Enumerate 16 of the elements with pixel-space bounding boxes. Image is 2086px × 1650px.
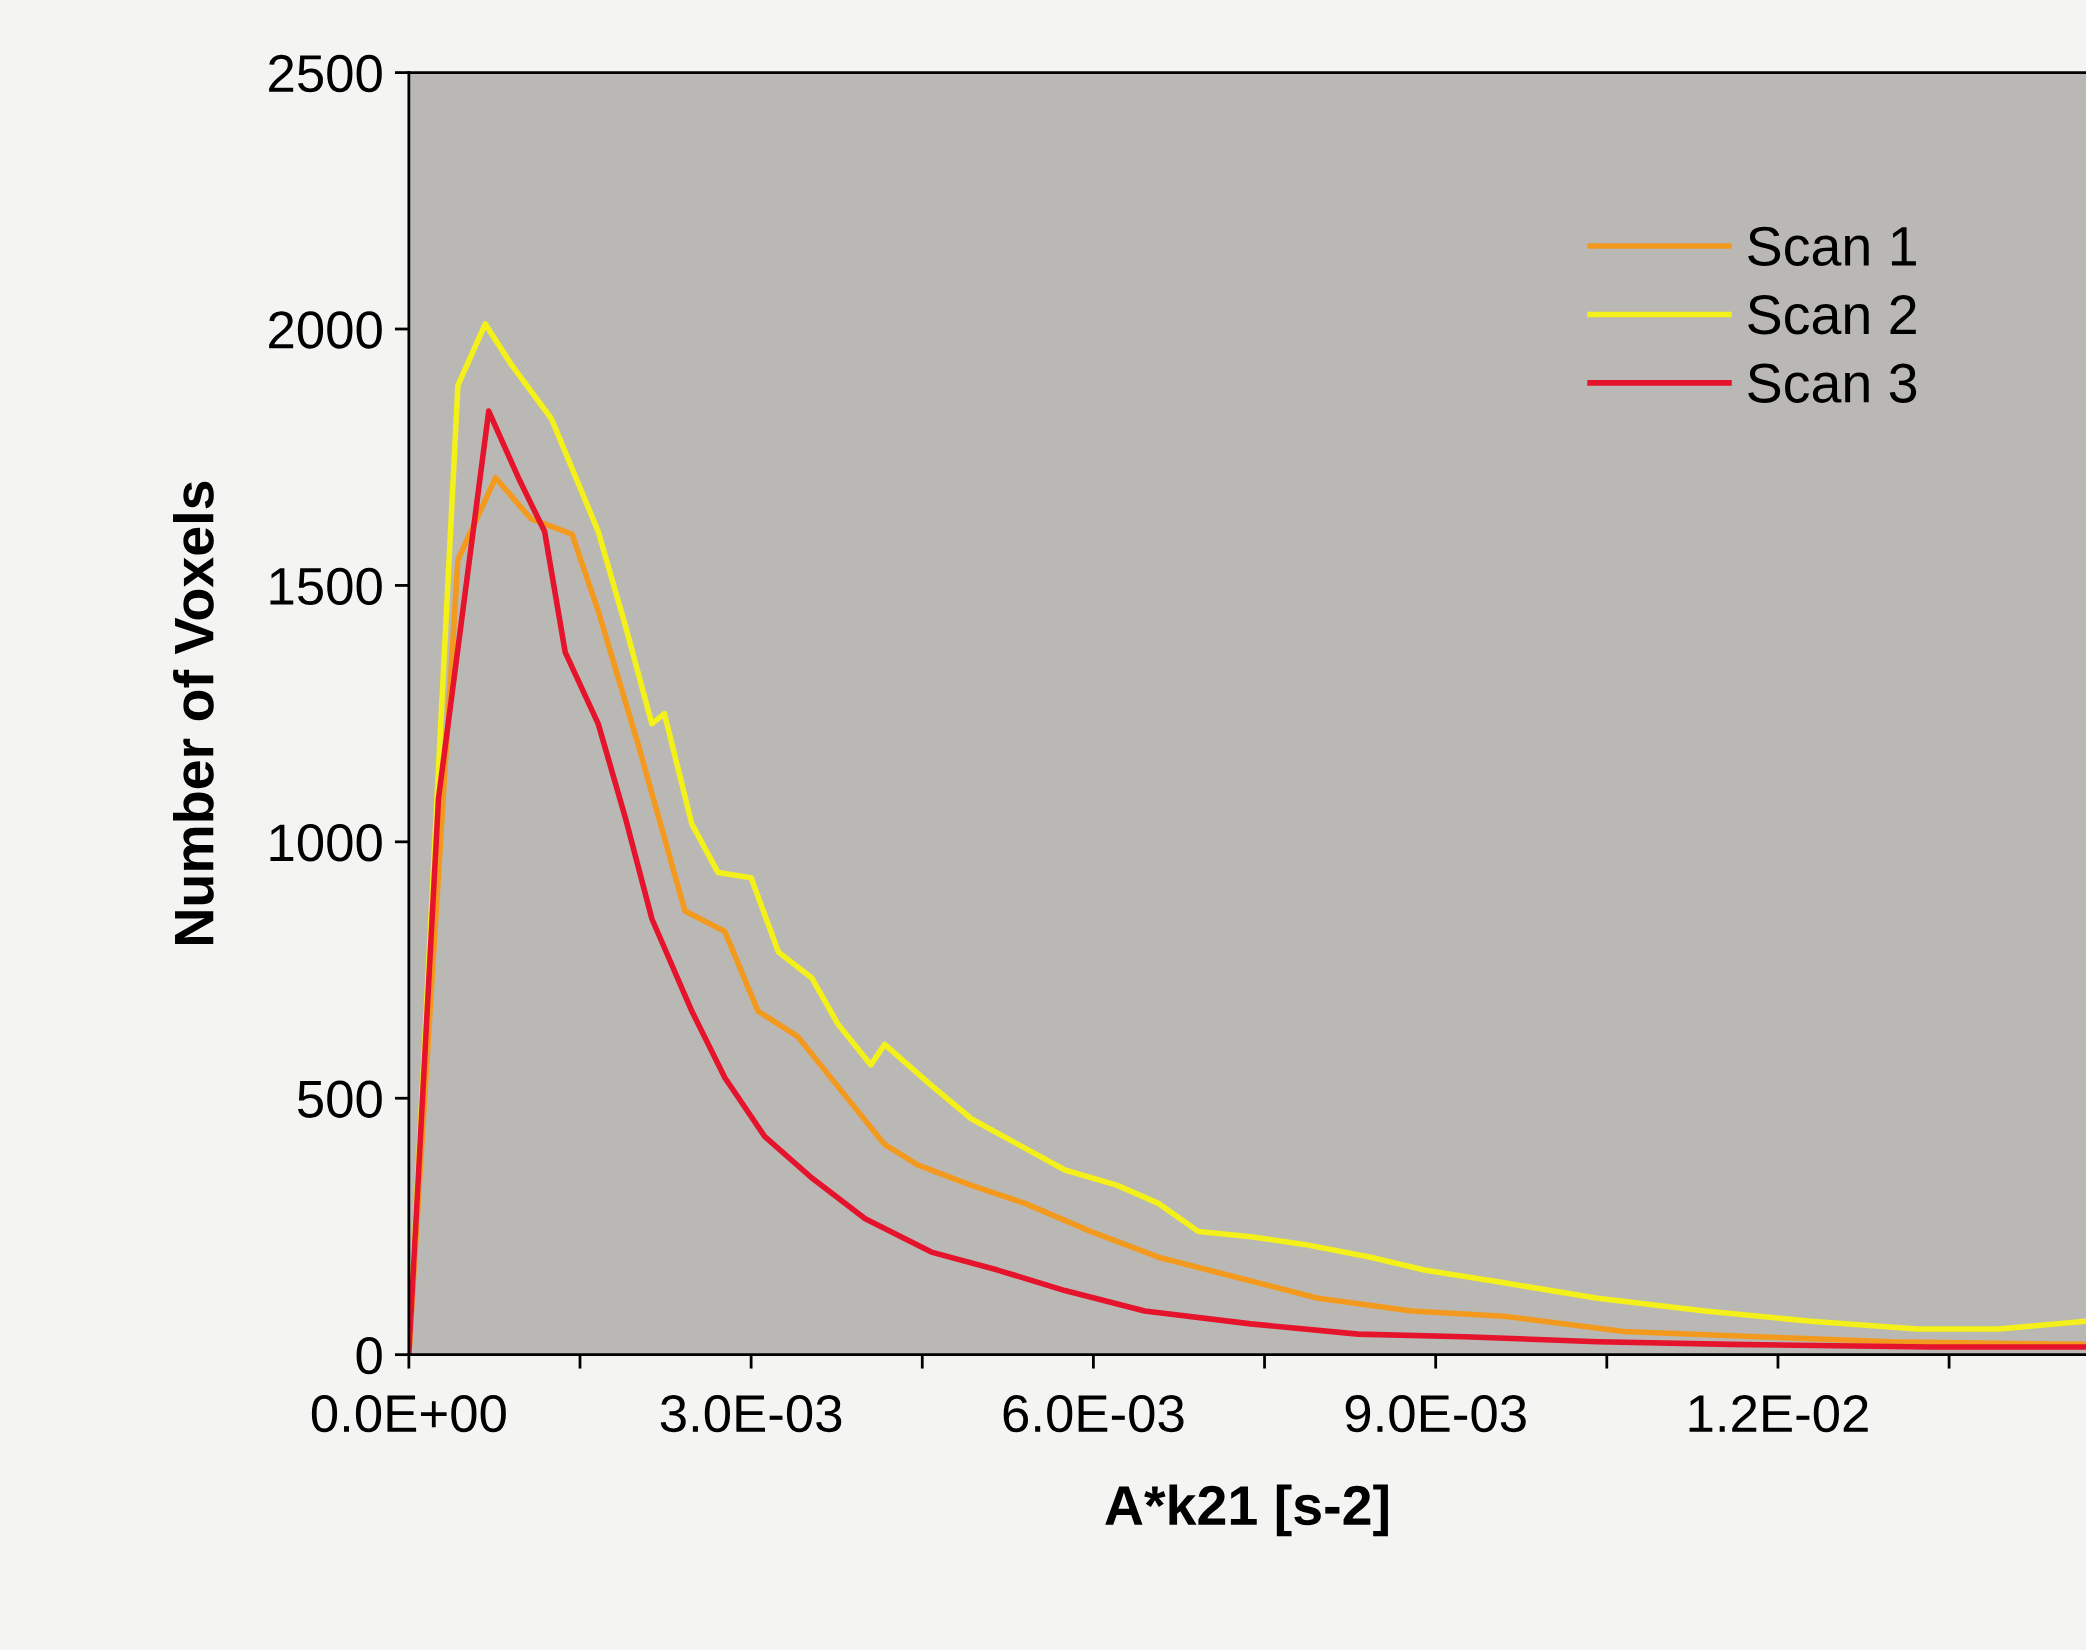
x-tick-label: 1.2E-02: [1689, 1394, 1868, 1433]
x-tick-label: 0.0E+00: [311, 1394, 506, 1433]
legend-label: Scan 3: [1748, 363, 1917, 403]
y-axis-title: Number of Voxels: [173, 481, 214, 945]
y-tick-label: 2500: [269, 54, 382, 93]
x-axis-title: A*k21 [s-2]: [1105, 1484, 1388, 1537]
y-tick-label: 1500: [270, 567, 382, 606]
y-tick-label: 1000: [270, 824, 382, 862]
y-tick-label: 0: [356, 1336, 382, 1375]
y-tick-label: 500: [297, 1080, 382, 1118]
y-tick-label: 2000: [269, 311, 382, 349]
legend-label: Scan 1: [1748, 226, 1916, 266]
x-tick-label: 9.0E-03: [1345, 1394, 1526, 1433]
legend-label: Scan 2: [1748, 295, 1916, 335]
x-tick-label: 6.0E-03: [1003, 1394, 1184, 1433]
x-tick-label: 3.0E-03: [660, 1394, 842, 1433]
